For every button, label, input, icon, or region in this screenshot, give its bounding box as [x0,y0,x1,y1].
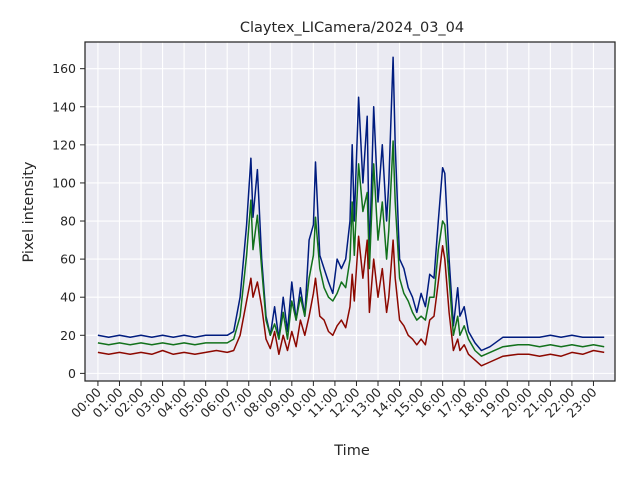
x-ticks: 00:0001:0002:0003:0004:0005:0006:0007:00… [68,381,600,421]
y-tick-label: 100 [52,175,76,190]
y-tick-label: 40 [60,290,76,305]
series-lines [97,56,605,367]
y-tick-label: 160 [52,61,76,76]
chart-title: Claytex_LICamera/2024_03_04 [240,20,464,36]
y-axis-label: Pixel intensity [21,161,37,262]
x-axis-label: Time [333,443,370,459]
y-tick-label: 80 [60,214,76,229]
plot-frame [84,41,616,382]
y-tick-label: 60 [60,252,76,267]
series-line-blue [97,56,605,352]
series-line-green [97,140,605,357]
y-tick-label: 140 [52,99,76,114]
series-line-red [97,235,605,367]
y-tick-label: 120 [52,137,76,152]
y-ticks: 0 20 40 60 80 100 120 140 160 [52,61,85,381]
y-tick-label: 0 [68,366,76,381]
y-tick-label: 20 [60,328,76,343]
